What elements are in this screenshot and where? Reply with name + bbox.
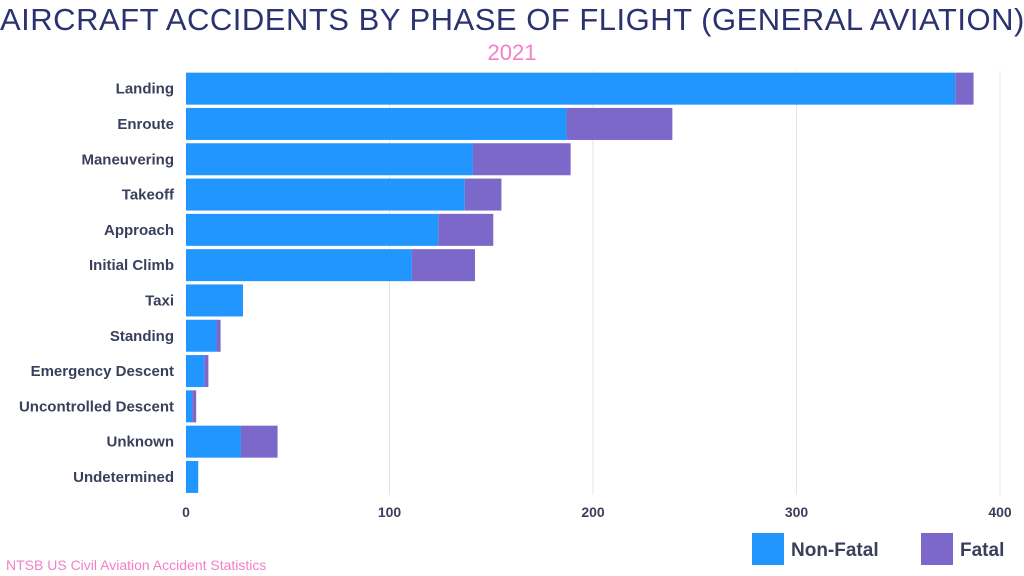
category-label: Standing (110, 328, 174, 345)
category-labels: Landing Enroute Maneuvering Takeoff Approach… (19, 81, 175, 486)
category-label: Enroute (117, 116, 174, 133)
bar-non-fatal (186, 284, 243, 317)
legend-swatch (921, 533, 953, 565)
bar-fatal (438, 213, 494, 246)
bar-non-fatal (186, 355, 205, 388)
grid-lines (389, 71, 1001, 495)
bar-non-fatal (186, 143, 473, 176)
bar-non-fatal (186, 178, 465, 211)
category-label: Takeoff (122, 187, 175, 204)
x-tick-label: 0 (182, 504, 190, 520)
bar-fatal (566, 107, 673, 140)
category-label: Landing (116, 81, 174, 98)
bar-fatal (192, 390, 197, 423)
bar-fatal (204, 355, 209, 388)
category-label: Uncontrolled Descent (19, 398, 174, 415)
bar-non-fatal (186, 107, 567, 140)
category-label: Undetermined (73, 469, 174, 486)
x-tick-label: 400 (988, 504, 1012, 520)
legend-label: Fatal (960, 540, 1004, 561)
category-label: Maneuvering (81, 151, 174, 168)
category-label: Approach (104, 222, 174, 239)
category-label: Taxi (145, 292, 174, 309)
bar-non-fatal (186, 319, 217, 352)
bar-non-fatal (186, 72, 956, 105)
bar-non-fatal (186, 249, 412, 282)
x-tick-labels: 0 100 200 300 400 (182, 504, 1012, 520)
x-tick-label: 300 (785, 504, 809, 520)
bar-non-fatal (186, 390, 193, 423)
chart-subtitle: 2021 (487, 40, 537, 65)
chart-title: AIRCRAFT ACCIDENTS BY PHASE OF FLIGHT (G… (0, 2, 1024, 37)
category-label: Initial Climb (89, 257, 174, 274)
x-tick-label: 100 (378, 504, 402, 520)
bar-fatal (240, 425, 278, 458)
legend-swatch (752, 533, 784, 565)
bar-fatal (464, 178, 502, 211)
bar-non-fatal (186, 460, 199, 493)
source-note: NTSB US Civil Aviation Accident Statisti… (6, 557, 267, 573)
bar-non-fatal (186, 425, 241, 458)
bar-non-fatal (186, 213, 439, 246)
legend-label: Non-Fatal (791, 540, 879, 561)
bar-fatal (216, 319, 221, 352)
bar-fatal (955, 72, 974, 105)
category-label: Unknown (107, 434, 175, 451)
bar-fatal (411, 249, 475, 282)
legend: Non-Fatal Fatal (752, 533, 1004, 565)
bars (186, 72, 974, 493)
category-label: Emergency Descent (31, 363, 174, 380)
bar-fatal (472, 143, 571, 176)
x-tick-label: 200 (581, 504, 605, 520)
